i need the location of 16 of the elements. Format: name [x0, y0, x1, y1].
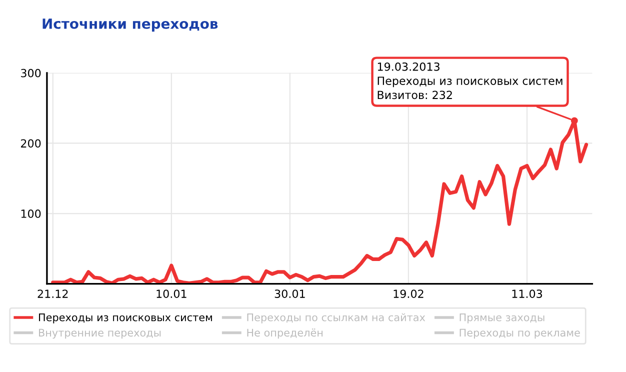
legend-label: Внутренние переходы — [39, 328, 161, 339]
x-tick-label: 30.01 — [274, 290, 305, 298]
y-tick-label: 200 — [21, 139, 41, 148]
y-tick-label: 100 — [21, 210, 41, 218]
x-tick-label: 10.01 — [156, 290, 186, 298]
y-tick-label: 300 — [21, 68, 41, 78]
legend-label: Переходы по рекламе — [460, 328, 580, 339]
chart-title: Источники переходов — [42, 18, 218, 32]
x-tick-label: 11.03 — [512, 290, 542, 298]
x-tick-label: 21.12 — [38, 290, 68, 298]
legend-label: Переходы по ссылкам на сайтах — [247, 313, 426, 324]
x-tick-label: 19.02 — [394, 290, 424, 298]
annotation: 19.03.2013 Переходы из поисковых систем Визитов: 232 — [378, 62, 562, 100]
legend-label: Прямые заходы — [460, 314, 544, 324]
legend-label: Переходы из поисковых систем — [39, 314, 212, 324]
legend-label: Не определён — [247, 328, 323, 339]
